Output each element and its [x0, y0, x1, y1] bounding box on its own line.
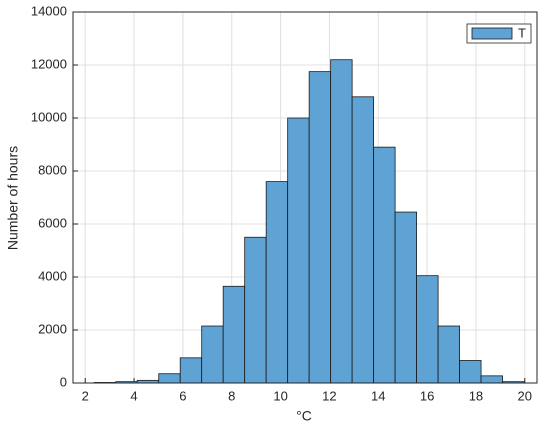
- bar: [179, 357, 203, 384]
- y-tick-label: 0: [60, 374, 67, 389]
- bar: [287, 117, 310, 384]
- bar: [416, 275, 439, 384]
- x-tick-label: 10: [273, 388, 287, 403]
- x-tick-label: 6: [179, 388, 186, 403]
- y-tick-label: 12000: [31, 56, 67, 71]
- bar: [201, 325, 224, 384]
- bar: [480, 375, 503, 384]
- bar: [158, 373, 181, 384]
- y-tick-label: 6000: [38, 215, 67, 230]
- y-axis-label: Number of hours: [5, 146, 21, 250]
- bar: [351, 96, 375, 384]
- y-tick-label: 2000: [38, 321, 67, 336]
- y-tick-label: 8000: [38, 162, 67, 177]
- y-tick-label: 4000: [38, 268, 67, 283]
- x-axis-label: °C: [296, 408, 312, 424]
- y-tick-label: 14000: [31, 3, 67, 18]
- x-tick-label: 4: [130, 388, 137, 403]
- bar: [394, 211, 418, 384]
- bar: [244, 236, 267, 384]
- x-tick-label: 14: [371, 388, 385, 403]
- bar: [265, 181, 289, 384]
- bar: [330, 59, 353, 384]
- y-tick-label: 10000: [31, 109, 67, 124]
- bar: [459, 360, 482, 384]
- x-tick-label: 12: [322, 388, 336, 403]
- x-tick-label: 16: [420, 388, 434, 403]
- x-tick-label: 2: [82, 388, 89, 403]
- bar: [373, 146, 396, 384]
- legend-label: T: [518, 25, 526, 40]
- axes-box: [72, 11, 538, 384]
- x-tick-label: 18: [469, 388, 483, 403]
- x-tick-label: 8: [228, 388, 235, 403]
- bar: [308, 71, 332, 384]
- x-tick-label: 20: [518, 388, 532, 403]
- legend-swatch: [471, 27, 513, 40]
- bar: [222, 285, 246, 384]
- bar: [437, 325, 460, 384]
